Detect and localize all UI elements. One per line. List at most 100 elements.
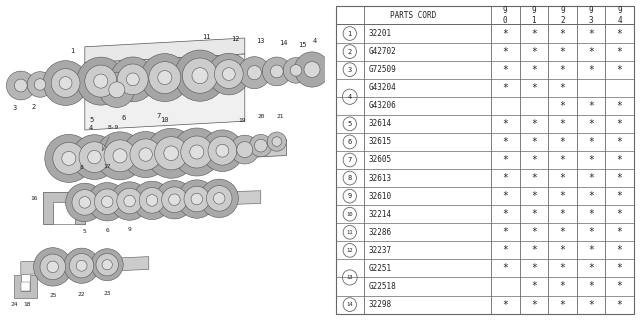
Polygon shape [53, 140, 287, 167]
Text: *: * [502, 245, 508, 255]
Text: 32214: 32214 [369, 210, 392, 219]
Circle shape [109, 82, 125, 98]
Circle shape [294, 52, 330, 87]
Text: 11: 11 [202, 34, 211, 40]
Circle shape [62, 151, 76, 165]
Text: *: * [502, 47, 508, 57]
Circle shape [28, 72, 53, 97]
Text: 2: 2 [348, 49, 352, 55]
Text: 5: 5 [348, 121, 352, 127]
Text: *: * [502, 209, 508, 219]
Text: 24: 24 [11, 301, 18, 307]
Text: 32201: 32201 [369, 29, 392, 38]
Circle shape [44, 61, 88, 106]
Polygon shape [53, 202, 76, 224]
Circle shape [164, 146, 179, 161]
Circle shape [123, 132, 169, 178]
Text: 3: 3 [348, 67, 352, 73]
Circle shape [184, 186, 210, 212]
Text: 10: 10 [346, 212, 353, 217]
Polygon shape [21, 257, 149, 275]
Circle shape [117, 188, 143, 214]
Text: 8: 8 [348, 175, 352, 181]
Circle shape [191, 193, 203, 205]
Circle shape [79, 142, 110, 172]
Circle shape [192, 68, 208, 84]
Text: *: * [559, 245, 565, 255]
Text: 6: 6 [348, 139, 352, 145]
Text: *: * [616, 47, 623, 57]
Text: *: * [588, 101, 594, 111]
Circle shape [111, 57, 156, 102]
Circle shape [104, 140, 136, 172]
Circle shape [208, 136, 237, 165]
Text: *: * [531, 227, 537, 237]
Text: *: * [588, 209, 594, 219]
Text: 6: 6 [106, 228, 109, 233]
Text: 5: 5 [83, 229, 86, 234]
Circle shape [262, 57, 291, 86]
Text: *: * [559, 65, 565, 75]
Circle shape [162, 187, 188, 212]
Circle shape [99, 72, 134, 108]
Circle shape [111, 182, 149, 220]
Text: 13: 13 [346, 275, 353, 280]
Text: *: * [502, 191, 508, 201]
Text: G72509: G72509 [369, 65, 396, 74]
Text: *: * [559, 263, 565, 273]
Polygon shape [85, 38, 245, 63]
Text: *: * [531, 245, 537, 255]
Text: 17: 17 [104, 164, 111, 169]
Text: 8-9: 8-9 [108, 125, 119, 130]
Text: *: * [588, 137, 594, 147]
Text: *: * [531, 65, 537, 75]
Text: *: * [531, 119, 537, 129]
Circle shape [64, 248, 99, 283]
Text: G2251: G2251 [369, 264, 392, 273]
Text: *: * [616, 263, 623, 273]
Circle shape [47, 261, 59, 273]
Text: 32615: 32615 [369, 137, 392, 147]
Circle shape [200, 179, 239, 218]
Circle shape [214, 193, 225, 204]
Text: *: * [588, 263, 594, 273]
Circle shape [95, 189, 120, 214]
Circle shape [248, 66, 262, 80]
Text: *: * [559, 191, 565, 201]
Circle shape [182, 58, 218, 93]
Text: *: * [531, 173, 537, 183]
Text: G42702: G42702 [369, 47, 396, 56]
Text: *: * [588, 245, 594, 255]
Text: *: * [588, 300, 594, 309]
Text: 1: 1 [348, 30, 352, 36]
Circle shape [124, 195, 136, 207]
Text: 14: 14 [279, 40, 287, 46]
Text: *: * [588, 282, 594, 292]
Circle shape [202, 130, 243, 172]
Circle shape [271, 65, 284, 78]
Text: 9
0: 9 0 [503, 6, 508, 25]
Circle shape [230, 135, 259, 164]
Text: 1: 1 [70, 48, 74, 54]
Text: *: * [616, 227, 623, 237]
Text: 11: 11 [346, 230, 353, 235]
Circle shape [304, 61, 320, 77]
Text: 12: 12 [231, 36, 239, 42]
Circle shape [45, 134, 93, 182]
Text: *: * [531, 282, 537, 292]
Circle shape [70, 253, 94, 278]
Text: *: * [531, 155, 537, 165]
Text: *: * [559, 83, 565, 93]
Circle shape [284, 58, 309, 83]
Text: 20: 20 [257, 114, 264, 119]
Text: 22: 22 [78, 292, 85, 297]
Text: 32237: 32237 [369, 246, 392, 255]
Text: *: * [559, 173, 565, 183]
Circle shape [223, 68, 236, 81]
Circle shape [130, 139, 161, 170]
Text: 19: 19 [238, 118, 245, 123]
Circle shape [237, 141, 253, 158]
Text: *: * [531, 28, 537, 38]
Text: 6: 6 [121, 115, 125, 121]
Text: PARTS CORD: PARTS CORD [390, 11, 436, 20]
